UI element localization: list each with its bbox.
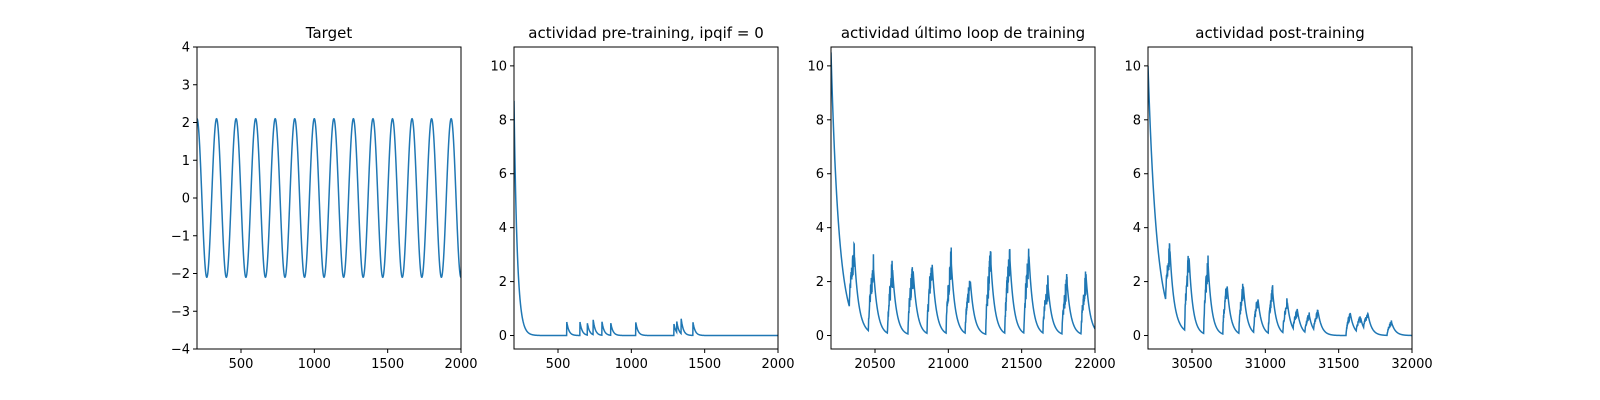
x-tick-label: 1500	[371, 357, 404, 372]
y-tick-label: −4	[171, 343, 190, 358]
axes-frame	[513, 46, 779, 350]
series-line-4-1	[1148, 65, 1412, 337]
y-tick-label: 3	[182, 78, 190, 93]
y-tick-label: 6	[499, 167, 507, 182]
y-tick-label: 1	[182, 154, 190, 169]
x-tick-label: 1500	[688, 357, 721, 372]
x-tick-label: 21500	[1001, 357, 1042, 372]
subplot-3: 20500 21000 21500 22000 0 2 4 6 8 10 actividad últ…	[807, 24, 1115, 372]
axes-frame	[830, 46, 1096, 350]
y-tick-label: −1	[171, 229, 190, 244]
y-tick-label: 2	[499, 275, 507, 290]
y-tick-label: −3	[171, 305, 190, 320]
y-tick-label: 8	[816, 113, 824, 128]
x-tick-label: 20500	[854, 357, 895, 372]
y-tick-label: 4	[1133, 221, 1141, 236]
subplot-2: 500 1000 1500 2000 0 2 4 6 8 10 actividad pre-trai…	[490, 24, 794, 372]
x-tick-label: 500	[229, 357, 254, 372]
subplot-title: Target	[305, 24, 353, 42]
y-tick-label: 4	[816, 221, 824, 236]
y-tick-label: 6	[1133, 167, 1141, 182]
x-tick-label: 1000	[298, 357, 331, 372]
y-tick-label: 2	[1133, 275, 1141, 290]
y-tick-label: 6	[816, 167, 824, 182]
y-tick-label: 10	[490, 59, 507, 74]
x-tick-label: 2000	[444, 357, 477, 372]
axes-frame	[1147, 46, 1413, 350]
series-line-3-1	[831, 52, 1095, 336]
x-tick-label: 1000	[615, 357, 648, 372]
y-tick-label: 8	[499, 113, 507, 128]
y-tick-label: 0	[499, 329, 507, 344]
y-tick-label: 8	[1133, 113, 1141, 128]
y-tick-label: 2	[182, 116, 190, 131]
subplot-title: actividad último loop de training	[841, 24, 1085, 42]
y-tick-label: 2	[816, 275, 824, 290]
x-tick-label: 2000	[761, 357, 794, 372]
y-tick-label: 0	[182, 192, 190, 207]
subplot-title: actividad pre-training, ipqif = 0	[528, 24, 764, 42]
x-tick-label: 22000	[1074, 357, 1115, 372]
series-line-1-1	[197, 117, 461, 279]
x-tick-label: 500	[546, 357, 571, 372]
x-tick-label: 31500	[1318, 357, 1359, 372]
y-tick-label: 10	[807, 59, 824, 74]
subplot-title: actividad post-training	[1195, 24, 1364, 42]
y-tick-label: 10	[1124, 59, 1141, 74]
x-tick-label: 31000	[1245, 357, 1286, 372]
y-tick-label: 0	[816, 329, 824, 344]
subplot-1: 500 1000 1500 2000 −4 −3 −2 −1 0 1 2 3 4 Target	[171, 24, 478, 372]
y-tick-label: 0	[1133, 329, 1141, 344]
x-tick-label: 21000	[928, 357, 969, 372]
x-tick-label: 30500	[1171, 357, 1212, 372]
y-tick-label: 4	[182, 41, 190, 56]
series-line-2-1	[514, 100, 778, 337]
y-tick-label: 4	[499, 221, 507, 236]
y-tick-label: −2	[171, 267, 190, 282]
x-tick-label: 32000	[1391, 357, 1432, 372]
subplot-4: 30500 31000 31500 32000 0 2 4 6 8 10 actividad pos…	[1124, 24, 1432, 372]
